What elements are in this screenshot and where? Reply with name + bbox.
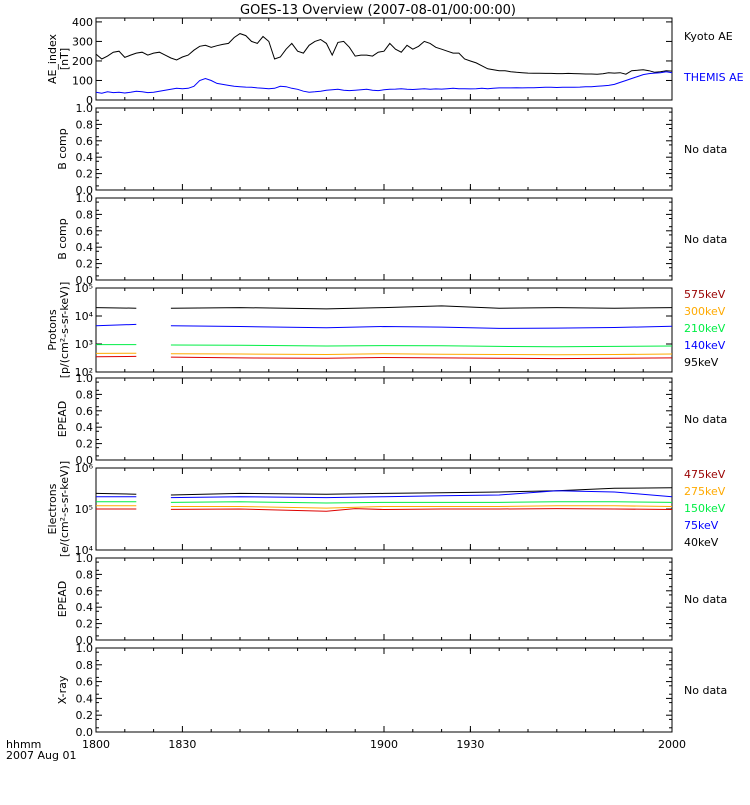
y-tick-label: 1.0	[76, 102, 94, 115]
legend-entry: 575keV	[684, 288, 726, 301]
panel-frame	[96, 18, 672, 100]
figure-title: GOES-13 Overview (2007-08-01/00:00:00)	[240, 3, 516, 18]
series-line-kyoto-ae	[96, 34, 672, 75]
y-tick-label: 0.2	[76, 709, 94, 722]
series-line-575kev	[171, 357, 672, 359]
no-data-annotation: No data	[684, 143, 727, 156]
panel-frame	[96, 378, 672, 460]
y-tick-label: 1.0	[76, 642, 94, 655]
y-tick-label: 0.6	[76, 135, 94, 148]
y-axis-label: B comp	[56, 218, 69, 260]
legend-entry: 95keV	[684, 356, 719, 369]
legend-entry: 150keV	[684, 502, 726, 515]
legend-entry: 300keV	[684, 305, 726, 318]
x-tick-label: 1830	[168, 738, 196, 751]
y-tick-label: 0.6	[76, 585, 94, 598]
series-line-150kev	[171, 502, 672, 503]
panel-electrons: 10⁴10⁵10⁶Electrons[e/(cm²-s-sr-keV)]475k…	[46, 461, 726, 557]
series-line-475kev	[171, 509, 672, 512]
y-axis-label: X-ray	[56, 675, 69, 704]
no-data-annotation: No data	[684, 593, 727, 606]
series-line-95kev	[171, 306, 672, 309]
panel-protons: 10²10³10⁴10⁵Protons[p/(cm²-s-sr-keV)]575…	[46, 282, 726, 379]
panel-frame	[96, 648, 672, 732]
y-tick-label: 100	[72, 74, 93, 87]
panel-frame	[96, 288, 672, 372]
y-tick-label: 0.2	[76, 168, 94, 181]
y-tick-label: 0.8	[76, 208, 94, 221]
x-tick-label: 1900	[370, 738, 398, 751]
y-tick-label: 1.0	[76, 192, 94, 205]
y-axis-label: [e/(cm²-s-sr-keV)]	[58, 461, 71, 557]
legend-entry: 475keV	[684, 468, 726, 481]
y-tick-label: 0.2	[76, 438, 94, 451]
x-tick-label: 2000	[658, 738, 686, 751]
y-tick-label: 200	[72, 55, 93, 68]
y-tick-label: 0.2	[76, 258, 94, 271]
panel-frame	[96, 198, 672, 280]
legend-entry: 275keV	[684, 485, 726, 498]
legend-entry: 40keV	[684, 536, 719, 549]
y-tick-label: 0.6	[76, 225, 94, 238]
series-line-themis-ae	[96, 72, 672, 94]
no-data-annotation: No data	[684, 413, 727, 426]
y-axis-label: EPEAD	[56, 581, 69, 618]
y-tick-label: 10⁵	[75, 282, 93, 295]
date-label: 2007 Aug 01	[6, 749, 76, 762]
y-tick-label: 0.6	[76, 676, 94, 689]
y-tick-label: 10⁶	[75, 462, 94, 475]
y-tick-label: 0.8	[76, 388, 94, 401]
y-tick-label: 0.4	[76, 241, 94, 254]
series-line-210kev	[171, 345, 672, 347]
y-tick-label: 0.6	[76, 405, 94, 418]
y-axis-label: B comp	[56, 128, 69, 170]
y-tick-label: 0.8	[76, 568, 94, 581]
legend-entry: Kyoto AE	[684, 30, 733, 43]
no-data-annotation: No data	[684, 233, 727, 246]
x-tick-label: 1930	[456, 738, 484, 751]
y-tick-label: 0.4	[76, 151, 94, 164]
series-line-140kev	[171, 326, 672, 329]
y-axis-label: [p/(cm²-s-sr-keV)]	[58, 282, 71, 379]
legend-entry: THEMIS AE	[683, 71, 744, 84]
series-line-300kev	[171, 354, 672, 355]
y-tick-label: 400	[72, 16, 93, 29]
y-tick-label: 0.4	[76, 601, 94, 614]
series-line-140kev	[96, 324, 136, 325]
y-tick-label: 300	[72, 35, 93, 48]
legend-entry: 140keV	[684, 339, 726, 352]
y-tick-label: 10⁵	[75, 503, 93, 516]
series-line-95kev	[96, 308, 136, 309]
y-tick-label: 0.8	[76, 118, 94, 131]
y-tick-label: 0.2	[76, 618, 94, 631]
series-line-40kev	[96, 493, 136, 494]
y-tick-label: 1.0	[76, 372, 94, 385]
time-axis: hhmm 2007 Aug 01	[6, 738, 76, 762]
y-tick-label: 0.4	[76, 692, 94, 705]
series-line-275kev	[171, 506, 672, 508]
no-data-annotation: No data	[684, 684, 727, 697]
x-tick-label: 1800	[82, 738, 110, 751]
panel-frame	[96, 558, 672, 640]
y-tick-label: 0.4	[76, 421, 94, 434]
legend-entry: 210keV	[684, 322, 726, 335]
series-line-75kev	[171, 491, 672, 498]
y-axis-label: EPEAD	[56, 401, 69, 438]
y-axis-label: [nT]	[58, 48, 71, 70]
y-tick-label: 10³	[75, 338, 93, 351]
y-tick-label: 0.8	[76, 659, 94, 672]
y-tick-label: 10⁴	[75, 310, 94, 323]
panel-frame	[96, 108, 672, 190]
y-tick-label: 1.0	[76, 552, 94, 565]
legend-entry: 75keV	[684, 519, 719, 532]
